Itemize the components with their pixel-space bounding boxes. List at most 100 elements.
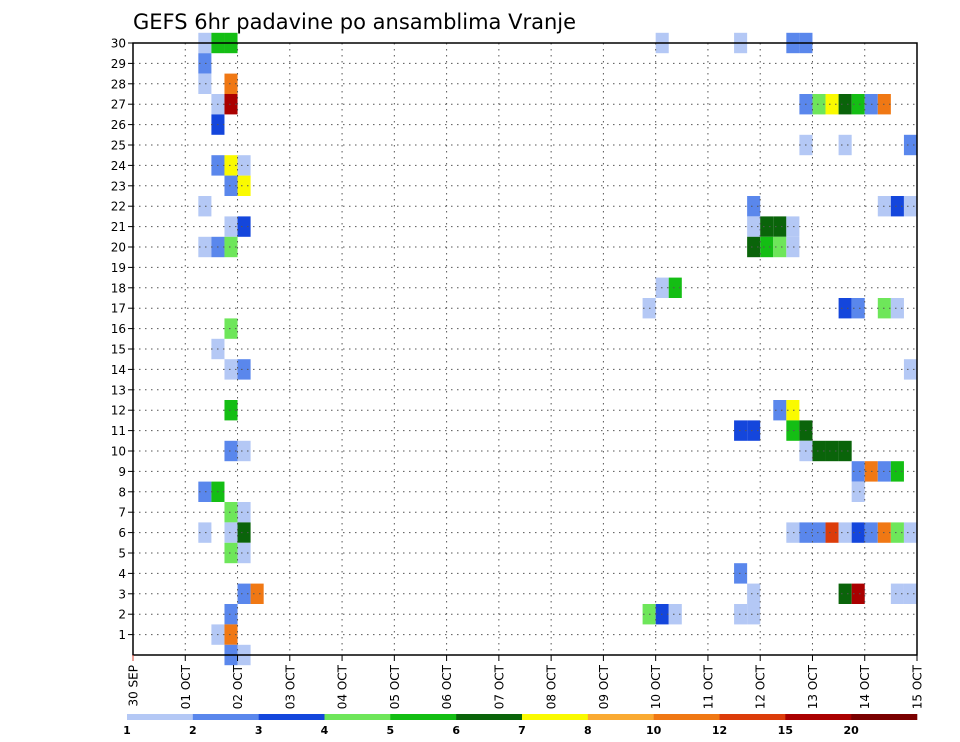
- x-tick-label: 08 OCT: [545, 664, 559, 709]
- heatmap-cell: [890, 298, 904, 319]
- heatmap-cell: [786, 400, 800, 421]
- colorbar-segment: [719, 714, 786, 720]
- heatmap-cells: [198, 32, 917, 666]
- heatmap-cell: [237, 216, 251, 237]
- y-tick-label: 14: [111, 363, 126, 377]
- heatmap-cell: [237, 522, 251, 543]
- heatmap-cell: [838, 583, 852, 604]
- heatmap-cell: [747, 604, 761, 625]
- heatmap-cell: [198, 481, 212, 502]
- x-tick-label: 11 OCT: [701, 664, 715, 709]
- heatmap-cell: [851, 522, 865, 543]
- y-tick-label: 15: [111, 343, 126, 357]
- colorbar-label: 1: [123, 724, 131, 737]
- heatmap-cell: [224, 400, 238, 421]
- x-tick-label: 04 OCT: [336, 664, 350, 709]
- heatmap-cell: [786, 236, 800, 258]
- heatmap-cell: [812, 522, 826, 543]
- heatmap-cell: [237, 175, 251, 196]
- heatmap-cell: [224, 440, 238, 462]
- heatmap-cell: [224, 604, 238, 625]
- heatmap-cell: [198, 196, 212, 217]
- x-tick-label: 05 OCT: [388, 664, 402, 709]
- y-tick-label: 2: [118, 608, 126, 622]
- x-tick-label: 15 OCT: [911, 664, 925, 709]
- heatmap-cell: [237, 155, 251, 176]
- heatmap-cell: [825, 522, 839, 543]
- y-tick-label: 30: [111, 37, 126, 51]
- y-tick-label: 5: [118, 547, 126, 561]
- heatmap-cell: [237, 583, 251, 604]
- heatmap-cell: [224, 155, 238, 176]
- heatmap-cell: [773, 216, 787, 237]
- y-tick-label: 3: [118, 587, 126, 601]
- y-tick-label: 18: [111, 281, 126, 295]
- heatmap-cell: [747, 236, 761, 258]
- colorbar-segment: [851, 714, 918, 720]
- heatmap-cell: [838, 522, 852, 543]
- x-tick-label: 12 OCT: [754, 664, 768, 709]
- heatmap-cell: [851, 583, 865, 604]
- heatmap-cell: [903, 134, 917, 156]
- y-tick-label: 19: [111, 261, 126, 275]
- heatmap-cell: [747, 216, 761, 237]
- heatmap-cell: [224, 624, 238, 645]
- y-tick-label: 20: [111, 241, 126, 255]
- y-tick-label: 26: [111, 118, 126, 132]
- y-axis-ticks: 1234567891011121314151617181920212223242…: [111, 37, 133, 642]
- heatmap-cell: [890, 522, 904, 543]
- heatmap-cell: [838, 134, 852, 156]
- colorbar-label: 3: [255, 724, 263, 737]
- heatmap-cell: [224, 216, 238, 237]
- colorbar-label: 8: [584, 724, 592, 737]
- heatmap-cell: [747, 196, 761, 217]
- y-tick-label: 13: [111, 383, 126, 397]
- colorbar-label: 7: [518, 724, 526, 737]
- colorbar-segment: [587, 714, 654, 720]
- y-tick-label: 21: [111, 220, 126, 234]
- x-tick-label: 13 OCT: [806, 664, 820, 709]
- heatmap-cell: [786, 216, 800, 237]
- x-tick-label: 02 OCT: [231, 664, 245, 709]
- heatmap-cell: [812, 440, 826, 462]
- x-tick-label: 14 OCT: [858, 664, 872, 709]
- heatmap-cell: [747, 583, 761, 604]
- colorbar-segment: [456, 714, 523, 720]
- heatmap-cell: [237, 359, 251, 380]
- heatmap-cell: [250, 583, 264, 604]
- heatmap-cell: [903, 359, 917, 380]
- heatmap-cell: [903, 583, 917, 604]
- colorbar-segment: [127, 714, 194, 720]
- y-tick-label: 8: [118, 485, 126, 499]
- heatmap-cell: [734, 563, 748, 584]
- colorbar-label: 4: [321, 724, 329, 737]
- y-tick-label: 11: [111, 424, 126, 438]
- heatmap-cell: [838, 440, 852, 462]
- grid-lines: [133, 42, 917, 655]
- x-tick-label: 30 SEP: [127, 665, 141, 707]
- heatmap-cell: [668, 604, 682, 625]
- y-tick-label: 6: [118, 526, 126, 540]
- heatmap-cell: [224, 73, 238, 94]
- y-tick-label: 4: [118, 567, 126, 581]
- heatmap-cell: [890, 196, 904, 217]
- heatmap-cell: [237, 440, 251, 462]
- y-tick-label: 29: [111, 57, 126, 71]
- heatmap-cell: [224, 175, 238, 196]
- heatmap-cell: [224, 318, 238, 339]
- heatmap-cell: [773, 400, 787, 421]
- heatmap-cell: [198, 53, 212, 74]
- colorbar-label: 6: [452, 724, 460, 737]
- colorbar-label: 2: [189, 724, 197, 737]
- heatmap-cell: [224, 502, 238, 523]
- colorbar: 1 2 3 4 5 6 7 8 10 12 15 20: [123, 714, 918, 737]
- heatmap-cell: [237, 502, 251, 523]
- x-axis-ticks: 30 SEP 01 OCT 02 OCT 03 OCT 04 OCT 05 OCT 06 O…: [127, 655, 925, 709]
- heatmap-cell: [825, 440, 839, 462]
- y-tick-label: 23: [111, 179, 126, 193]
- heatmap-cell: [851, 481, 865, 502]
- colorbar-label: 5: [387, 724, 395, 737]
- x-tick-label: 09 OCT: [597, 664, 611, 709]
- colorbar-segment: [785, 714, 852, 720]
